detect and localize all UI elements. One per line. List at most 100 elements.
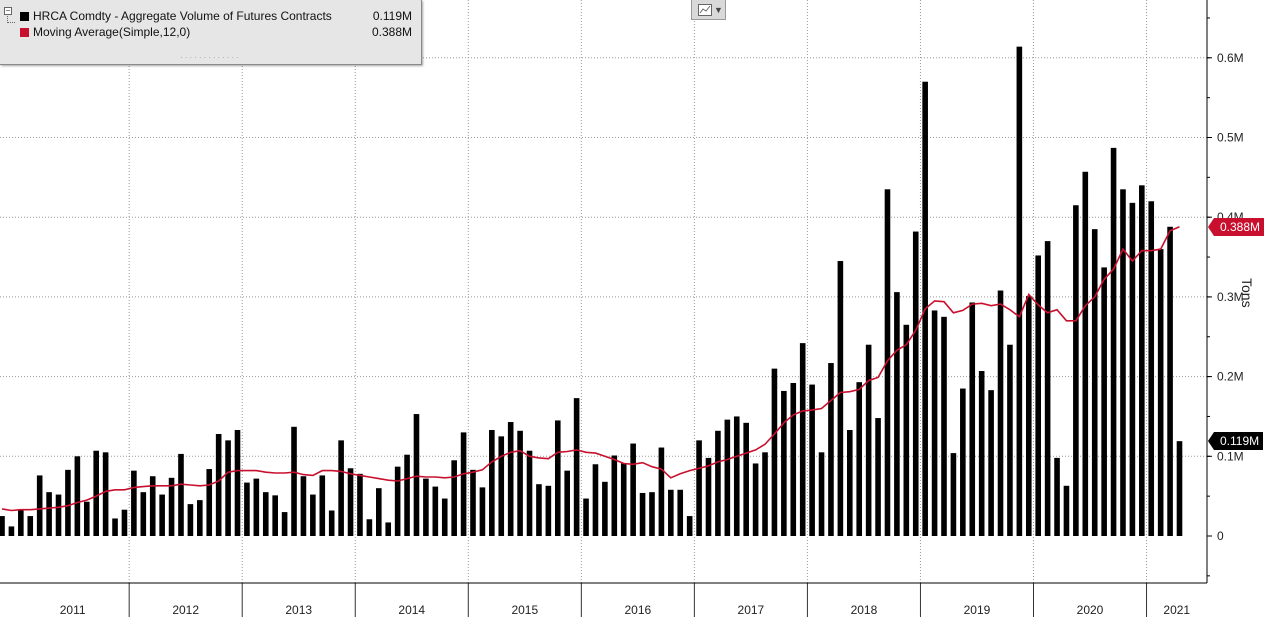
volume-bar [1054,457,1060,536]
y-tick-label: 0.6M [1217,51,1244,65]
volume-bar [564,470,570,536]
legend-swatch-volume [20,12,29,21]
x-axis: 2011 2012 2013 2014 2015 2016 2017 2018 2019 2020… [0,582,1207,617]
volume-bar [677,489,684,536]
volume-bar [18,510,24,536]
volume-bar [168,477,175,536]
x-tick-label: 2011 [60,603,86,617]
volume-bar [291,426,297,536]
chevron-down-icon: ▼ [714,5,723,15]
volume-bar [620,463,627,536]
volume-bar [404,454,410,536]
volume-bar [507,422,514,536]
volume-bar [479,487,486,536]
volume-bar [837,261,844,536]
volume-bar [1176,441,1183,536]
collapse-icon[interactable]: − [4,6,12,15]
volume-bar [931,310,938,536]
volume-bar [83,501,90,536]
volume-bar [602,481,608,536]
volume-bar [969,302,976,536]
volume-bar [573,398,580,536]
volume-bar [536,484,542,536]
x-tick-label: 2018 [851,603,878,617]
volume-bar [1101,267,1107,536]
volume-bar [686,516,693,536]
x-tick-label: 2015 [511,603,538,617]
volume-bar [394,466,401,536]
y-axis: 00.1M0.2M0.3M0.4M0.5M0.6M [1206,0,1244,583]
volume-bar [847,429,853,536]
volume-bar [347,468,354,536]
volume-bar [1007,344,1013,536]
volume-bar [592,464,599,536]
volume-bar [451,460,457,536]
volume-bar [1063,485,1070,536]
volume-bars [0,46,1183,537]
volume-bar [215,433,222,536]
legend-label-moving-average: Moving Average(Simple,12,0) [33,25,191,39]
volume-bar [366,519,373,536]
x-tick-label: 2020 [1077,603,1104,617]
volume-bar [460,432,467,536]
volume-bar [1157,249,1164,536]
volume-bar [470,469,476,536]
chart-type-button[interactable]: ▼ [691,0,726,20]
volume-bar [197,500,203,536]
volume-bar [206,469,213,536]
volume-bar [545,485,552,536]
volume-bar [55,494,62,536]
volume-bar [376,488,382,536]
volume-bar [762,452,768,536]
volume-bar [1035,255,1041,536]
volume-bar [828,363,834,536]
volume-bar [131,470,137,536]
volume-bar [1016,46,1023,536]
volume-bar [262,492,269,536]
volume-bar [234,429,241,536]
volume-bar [715,430,721,536]
volume-bar [649,492,655,536]
volume-bar [1025,296,1032,536]
volume-bar [74,456,81,536]
volume-bar [960,388,966,536]
volume-bar [225,440,231,536]
volume-bar [112,518,118,536]
volume-bar [630,443,636,536]
legend-panel[interactable]: − HRCA Comdty - Aggregate Volume of Futu… [0,0,422,65]
legend-item-volume[interactable]: HRCA Comdty - Aggregate Volume of Future… [20,9,412,23]
volume-bar [140,492,147,536]
volume-bar [0,516,5,536]
volume-bar [771,368,778,536]
volume-bar [790,382,797,536]
legend-label-volume: HRCA Comdty - Aggregate Volume of Future… [33,9,332,23]
volume-bar [187,504,194,536]
volume-bar [1167,226,1173,536]
volume-bar [1091,229,1098,536]
volume-bar [489,429,495,536]
y-tick-label: 0 [1217,529,1224,543]
volume-bar [818,452,825,536]
volume-bar [272,495,278,536]
moving-average-line [1,226,1180,512]
volume-bar [65,469,71,536]
volume-bar [799,343,806,536]
volume-bar [423,478,429,536]
x-tick-label: 2019 [964,603,991,617]
volume-bar [856,382,863,536]
legend-item-moving-average[interactable]: Moving Average(Simple,12,0) 0.388M [20,25,412,39]
x-tick-label: 2017 [738,603,765,617]
volume-bar [178,453,184,536]
volume-bar [328,510,335,536]
y-tick-label: 0.5M [1217,131,1244,145]
y-axis-title: Tons [1239,278,1255,308]
resize-grip-icon[interactable]: ············· [180,53,241,62]
volume-bar [310,494,316,536]
volume-bar [338,440,344,536]
volume-bar [884,189,891,536]
volume-bar [300,476,307,536]
volume-bar [1120,189,1126,536]
volume-bar [1044,241,1051,537]
y-tick-label: 0.2M [1217,370,1244,384]
